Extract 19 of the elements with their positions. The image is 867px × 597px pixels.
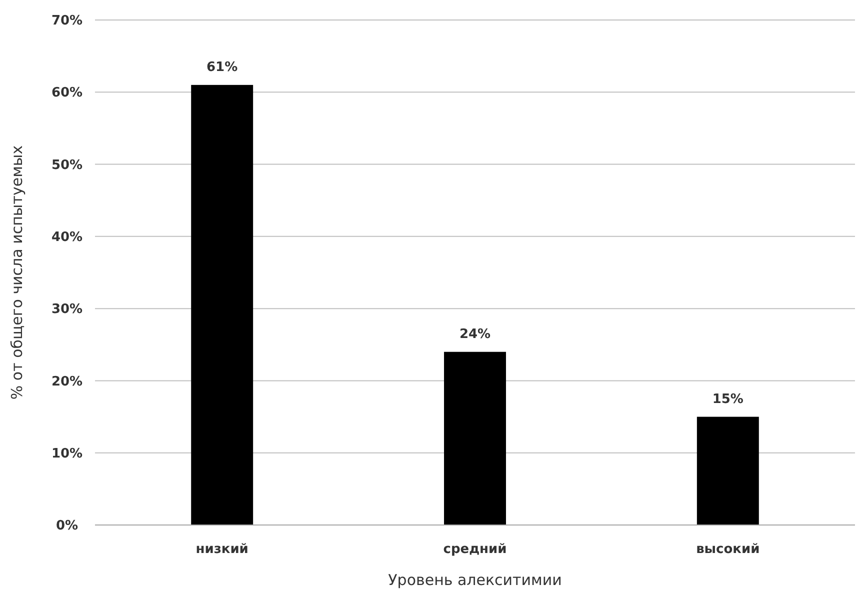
x-tick-label: средний [443, 542, 507, 557]
y-tick-label: 10% [51, 446, 83, 462]
x-tick-label: высокий [696, 542, 760, 557]
y-tick-label: 60% [51, 86, 83, 101]
x-tick-label: низкий [196, 542, 248, 557]
y-tick-label: 50% [51, 158, 83, 173]
bar [444, 352, 506, 525]
y-axis-title: % от общего числа испытуемых [8, 145, 26, 400]
y-tick-label: 40% [51, 230, 83, 245]
data-label: 61% [206, 60, 238, 75]
y-tick-label: 20% [51, 374, 83, 390]
y-tick-label: 70% [51, 14, 83, 29]
bar [696, 416, 759, 525]
data-label: 24% [459, 326, 491, 342]
y-tick-label: 0% [56, 518, 78, 534]
data-label: 15% [712, 392, 744, 407]
bar [191, 84, 254, 525]
y-tick-label: 30% [51, 302, 83, 318]
x-axis-title: Уровень алекситимии [388, 571, 562, 589]
